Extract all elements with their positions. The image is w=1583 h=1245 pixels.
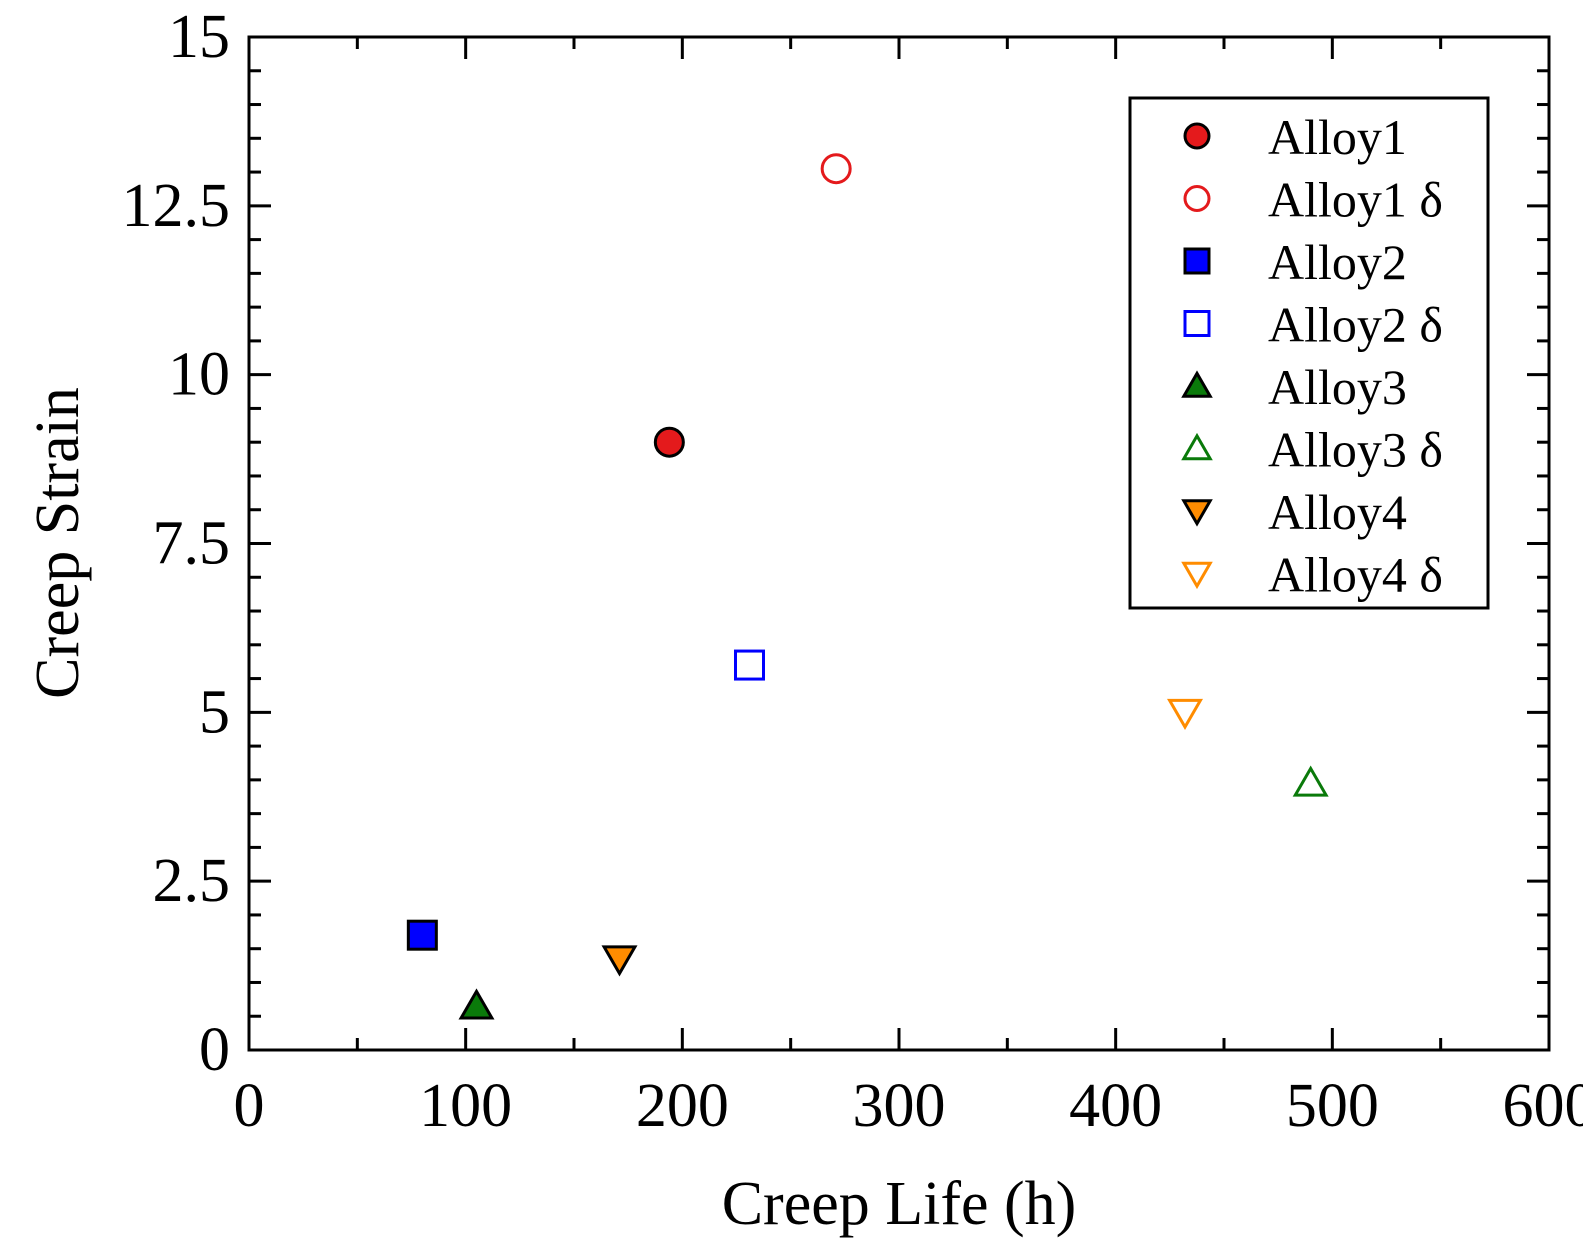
x-tick-label: 0	[234, 1072, 265, 1140]
data-point	[734, 649, 765, 681]
legend: Alloy1 Alloy1 δ Alloy2 Alloy2 δ Alloy3 Alloy3…	[1128, 96, 1490, 610]
legend-label: Alloy4 δ	[1268, 547, 1443, 603]
y-tick-label: 7.5	[153, 510, 231, 578]
y-tick-label: 0	[199, 1016, 230, 1084]
legend-label: Alloy1 δ	[1268, 172, 1443, 228]
x-tick-label: 400	[1069, 1072, 1162, 1140]
data-point	[601, 945, 638, 977]
y-tick-label: 12.5	[122, 172, 231, 240]
axis-ticks	[247, 35, 1551, 1052]
legend-label: Alloy2	[1268, 234, 1407, 290]
y-tick-label: 5	[199, 678, 230, 746]
legend-marker	[1183, 310, 1211, 337]
legend-box	[1128, 96, 1490, 610]
x-tick-label: 500	[1286, 1072, 1379, 1140]
x-axis-title: Creep Life (h)	[722, 1170, 1077, 1238]
legend-marker	[1181, 561, 1213, 590]
legend-marker	[1181, 370, 1213, 398]
data-points	[406, 153, 1329, 1020]
legend-label: Alloy3	[1268, 359, 1407, 415]
data-point	[1166, 698, 1204, 731]
y-tick-label: 2.5	[153, 847, 231, 915]
legend-marker	[1183, 185, 1211, 212]
legend-marker	[1183, 247, 1211, 275]
x-tick-label: 200	[636, 1072, 729, 1140]
data-point	[406, 919, 438, 951]
legend-marker	[1181, 499, 1213, 527]
x-tick-label: 300	[853, 1072, 946, 1140]
data-point	[1292, 765, 1329, 797]
legend-marker	[1181, 432, 1213, 461]
y-axis-title: Creep Strain	[24, 387, 92, 699]
legend-label: Alloy2 δ	[1268, 297, 1443, 353]
x-tick-label: 600	[1503, 1072, 1583, 1140]
y-tick-label: 15	[168, 3, 230, 71]
axis-tick-labels: 0 100 200 300 400 500 600 0 2.5 5 7.5 10 12.5 15	[122, 3, 1583, 1140]
x-tick-label: 100	[419, 1072, 512, 1140]
data-point	[458, 988, 495, 1020]
legend-label: Alloy4	[1268, 484, 1407, 540]
legend-label: Alloy1	[1268, 109, 1407, 165]
data-point	[820, 153, 852, 185]
data-point	[653, 426, 685, 458]
legend-marker	[1183, 122, 1211, 150]
y-tick-label: 10	[168, 341, 230, 409]
legend-label: Alloy3 δ	[1268, 422, 1443, 478]
